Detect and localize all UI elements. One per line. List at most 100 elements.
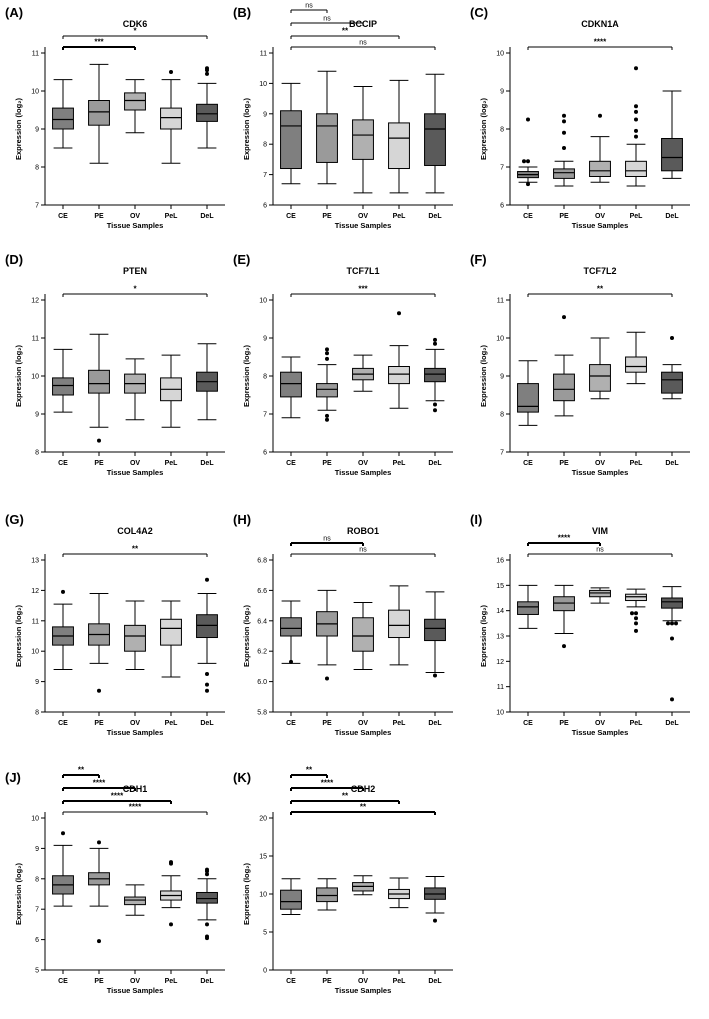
y-tick-label: 12 [31,298,39,305]
y-tick-label: 10 [496,710,504,717]
y-tick-label: 0 [263,968,267,975]
x-tick-label: CE [286,720,296,727]
panel-letter: (J) [5,770,21,785]
box-ov [589,364,611,392]
x-tick-label: CE [58,978,68,985]
significance-label: **** [321,779,334,788]
box-ov [589,589,611,598]
box-ov [352,617,374,652]
significance-label: ** [306,766,313,775]
box-pel [625,593,647,602]
x-tick-label: CE [286,213,296,220]
x-tick-label: PE [559,460,569,467]
y-tick-label: 9 [35,412,39,419]
significance-label: * [133,27,137,36]
x-tick-label: OV [358,460,368,467]
x-axis-label: Tissue Samples [107,986,164,995]
x-tick-label: DeL [200,460,214,467]
outlier-point [522,159,526,164]
outlier-point [526,159,530,164]
significance-label: *** [358,285,368,294]
y-tick-label: 10 [31,374,39,381]
x-axis-label: Tissue Samples [107,221,164,230]
outlier-point [666,621,670,626]
outlier-point [205,872,209,877]
x-tick-label: PeL [165,460,179,467]
x-tick-label: PE [94,720,104,727]
y-tick-label: 8 [35,450,39,457]
box-ce [280,371,302,398]
y-tick-label: 10 [31,649,39,656]
x-tick-label: DeL [428,978,442,985]
significance-label: **** [111,792,124,801]
box-pe [316,383,338,398]
chart-title: CDK6 [123,19,148,29]
significance-label: * [133,285,137,294]
boxplot-cdk6: CDK6 7 8 9 10 11 Expression (log₂) CE PE OV PeL DeL… [14,19,225,230]
box-ce [280,889,302,910]
y-axis-label: Expression (log₂) [14,344,23,407]
chart-title: CDKN1A [581,19,619,29]
panel-letter: (E) [233,252,251,267]
y-tick-label: 9 [35,127,39,134]
outlier-point [61,831,65,836]
boxplot-robo1: ROBO1 5.8 6.0 6.2 6.4 6.6 6.8 Expression (log₂)… [242,526,453,737]
outlier-point [674,621,678,626]
x-tick-label: OV [130,213,140,220]
x-tick-label: PeL [630,460,644,467]
box-pel [625,160,647,178]
outlier-point [205,934,209,939]
box-pe [553,373,575,402]
box-ov [589,160,611,178]
boxplot-pten: PTEN 8 9 10 11 12 Expression (log₂) CE PE OV PeL De… [14,266,225,477]
outlier-point [97,438,101,443]
y-tick-label: 8 [500,412,504,419]
y-tick-label: 8 [35,876,39,883]
panel-d: (D) PTEN 8 9 10 11 12 Expression (log₂) CE PE OV P… [5,252,235,492]
y-tick-label: 10 [259,81,267,88]
box-pe [553,596,575,612]
outlier-point [562,644,566,649]
panel-g: (G) COL4A2 8 9 10 11 12 13 Expression (log₂) CE P… [5,512,235,752]
panel-k: (K) CDH205101520Expression (log₂)CEPEOVP… [233,766,463,1010]
box-del [196,614,218,639]
y-tick-label: 9 [500,374,504,381]
y-tick-label: 13 [496,634,504,641]
outlier-point [634,104,638,109]
x-tick-label: PE [322,460,332,467]
outlier-point [205,922,209,927]
outlier-point [562,130,566,135]
y-tick-label: 11 [32,336,39,343]
box-ov [124,624,146,652]
y-tick-label: 11 [497,684,504,691]
chart-title: PTEN [123,266,147,276]
y-tick-label: 6.8 [257,558,267,565]
x-tick-label: PeL [165,720,179,727]
y-tick-label: 20 [259,816,267,823]
outlier-point [289,659,293,664]
outlier-point [634,616,638,621]
y-tick-label: 5.8 [257,710,267,717]
outlier-point [433,337,437,342]
box-del [661,597,683,609]
panel-letter: (K) [233,770,252,785]
x-tick-label: CE [523,460,533,467]
boxplot-cdh1: CDH15678910Expression (log₂)CEPEOVPeLDeL… [14,766,225,995]
y-tick-label: 8 [263,142,267,149]
x-tick-label: DeL [200,213,214,220]
y-tick-label: 12 [31,588,39,595]
x-tick-label: PE [94,978,104,985]
outlier-point [433,341,437,346]
x-tick-label: PE [94,460,104,467]
x-axis-label: Tissue Samples [335,468,392,477]
significance-label: ns [359,547,367,554]
box-pe [88,100,110,126]
significance-label: ns [596,547,604,554]
outlier-point [205,577,209,582]
significance-label: **** [93,779,106,788]
x-axis-label: Tissue Samples [335,986,392,995]
x-tick-label: CE [286,978,296,985]
y-axis-label: Expression (log₂) [479,344,488,407]
outlier-point [397,311,401,316]
